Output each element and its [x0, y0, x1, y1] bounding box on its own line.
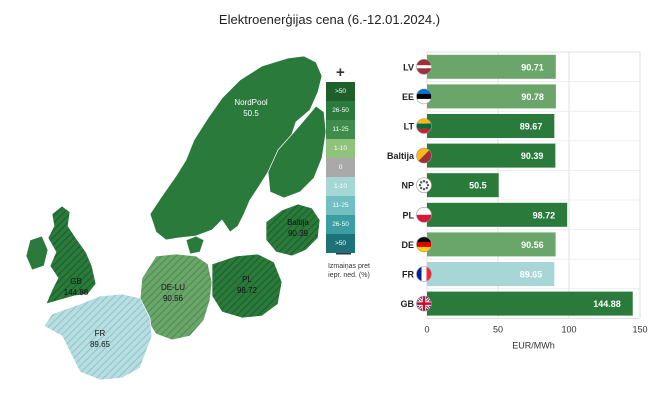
gb-flag-icon — [416, 295, 432, 312]
legend-cell-6: 11-25 — [326, 196, 355, 215]
category-label-ee: EE — [402, 92, 414, 102]
map-label-gb-value: 144.88 — [64, 288, 89, 297]
legend-minus-sign: — — [336, 245, 351, 262]
ee-flag-icon — [416, 88, 432, 105]
map-label-gb-name: GB — [70, 277, 82, 286]
legend-cell-4: 0 — [326, 158, 355, 177]
np-flag-icon — [416, 177, 432, 193]
region-ireland — [25, 235, 49, 271]
legend-cell-5: 1-10 — [326, 177, 355, 196]
legend-cell-8: >50 — [326, 234, 355, 253]
map-label-nordpool-value: 50.5 — [243, 109, 259, 118]
bar-value-label-de: 90.56 — [521, 240, 544, 250]
map-label-baltija-value: 90.39 — [288, 229, 309, 238]
legend-caption-line-1: Izmaiņas pret — [327, 263, 371, 270]
category-label-pl: PL — [402, 210, 414, 220]
map-label-nordpool-name: NordPool — [234, 98, 268, 107]
category-label-np: NP — [401, 181, 414, 191]
category-label-gb: GB — [401, 299, 415, 309]
legend-cell-2: 11-25 — [326, 120, 355, 139]
bar-value-label-pl: 98.72 — [533, 210, 556, 220]
bar-value-label-lv: 90.71 — [521, 62, 544, 72]
region-gb — [45, 205, 97, 305]
bar-gb — [427, 291, 633, 316]
category-label-baltija: Baltija — [387, 151, 415, 161]
region-pl — [211, 253, 283, 319]
category-label-fr: FR — [402, 270, 414, 280]
map-label-de-lu-name: DE-LU — [161, 283, 185, 292]
lv-flag-icon — [416, 59, 432, 75]
category-label-lt: LT — [404, 122, 415, 132]
legend-caption-line-2: iepr. ned. (%) — [328, 272, 370, 279]
lt-flag-icon — [416, 118, 432, 134]
x-tick-label-0: 0 — [424, 324, 429, 334]
bar-value-label-lt: 89.67 — [520, 122, 543, 132]
bar-value-label-np: 50.5 — [469, 181, 487, 191]
map-label-baltija-name: Baltija — [287, 218, 309, 227]
x-tick-label-2: 100 — [561, 324, 576, 334]
bar-de — [427, 232, 556, 257]
bar-fr — [427, 262, 555, 286]
region-nordpool — [149, 55, 323, 241]
legend-plus-sign: + — [336, 64, 345, 81]
category-label-de: DE — [401, 240, 414, 250]
legend-caption: Izmaiņas pret iepr. ned. (%) — [318, 262, 380, 280]
pl-flag-icon — [416, 207, 432, 223]
x-axis-label: EUR/MWh — [512, 340, 555, 350]
de-flag-icon — [416, 236, 432, 253]
legend-cell-3: 1-10 — [326, 139, 355, 158]
x-tick-label-3: 150 — [632, 324, 647, 334]
bar-baltija — [427, 143, 556, 168]
bar-value-label-baltija: 90.39 — [521, 151, 544, 161]
legend-cell-7: 26-50 — [326, 215, 355, 234]
category-label-lv: LV — [403, 62, 414, 72]
bar-value-label-fr: 89.65 — [520, 270, 543, 280]
fr-flag-icon — [416, 266, 432, 282]
legend-cell-1: 26-50 — [326, 101, 355, 120]
x-tick-label-1: 50 — [493, 324, 503, 334]
region-fr — [43, 293, 153, 381]
map-label-fr-value: 89.65 — [90, 340, 111, 349]
bar-pl — [427, 202, 568, 227]
bar-value-label-ee: 90.78 — [521, 92, 544, 102]
bar-np — [427, 173, 499, 198]
legend-cell-0: >50 — [326, 82, 355, 101]
bar-value-label-gb: 144.88 — [593, 299, 621, 309]
map-label-pl-value: 98.72 — [237, 286, 258, 295]
chart-title: Elektroenerģijas cena (6.-12.01.2024.) — [218, 12, 441, 27]
baltija-flag-icon — [416, 147, 432, 164]
map-label-fr-name: FR — [95, 329, 106, 338]
bar-ee — [427, 84, 556, 109]
region-denmark — [185, 235, 205, 255]
region-baltija — [265, 203, 321, 257]
bar-lt — [427, 114, 555, 138]
map-label-pl-name: PL — [242, 275, 252, 284]
map-label-de-lu-value: 90.56 — [163, 294, 184, 303]
bar-lv — [427, 54, 556, 79]
change-legend: >50 26-50 11-25 1-10 0 1-10 11-25 26-50 >50 — [326, 82, 355, 253]
